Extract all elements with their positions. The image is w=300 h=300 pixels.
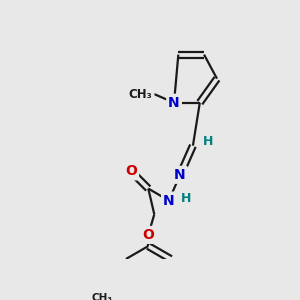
Text: CH₃: CH₃	[92, 292, 112, 300]
Text: N: N	[163, 194, 175, 208]
Text: O: O	[125, 164, 137, 178]
Text: H: H	[181, 192, 191, 206]
Text: O: O	[142, 228, 154, 242]
Text: H: H	[203, 135, 214, 148]
Text: N: N	[168, 96, 180, 110]
Text: N: N	[174, 168, 186, 182]
Text: CH₃: CH₃	[129, 88, 153, 100]
